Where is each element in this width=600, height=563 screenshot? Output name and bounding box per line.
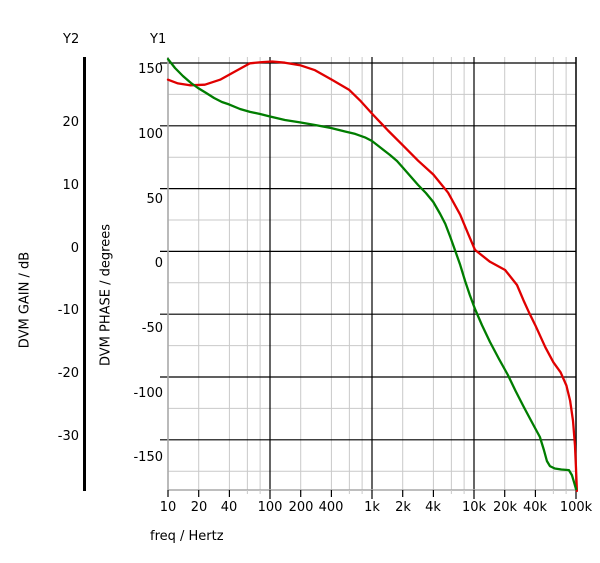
y2-tick-label: 0: [70, 241, 79, 256]
x-tick-label: 40k: [522, 500, 548, 515]
x-tick-label: 10k: [461, 500, 487, 515]
y2-axis-header: Y2: [63, 32, 80, 47]
y1-tick-label: -50: [141, 321, 163, 336]
x-tick-label: 40: [220, 500, 238, 515]
x-tick-label: 200: [288, 500, 314, 515]
x-tick-label: 1k: [364, 500, 380, 515]
phase-curve: [166, 57, 578, 491]
y1-tick-label: 0: [154, 256, 163, 271]
y2-tick-label: -30: [57, 429, 79, 444]
y2-tick-label: 20: [62, 115, 79, 130]
y1-tick-label: 100: [138, 127, 163, 142]
y1-axis-header: Y1: [150, 32, 167, 47]
x-tick-label: 4k: [425, 500, 441, 515]
x-axis-title: freq / Hertz: [150, 529, 224, 544]
x-tick-label: 100: [257, 500, 283, 515]
x-tick-label: 2k: [395, 500, 411, 515]
y2-tick-label: 10: [62, 178, 79, 193]
x-tick-label: 20k: [492, 500, 518, 515]
y1-tick-label: -150: [133, 450, 163, 465]
y2-tick-label: -20: [57, 366, 79, 381]
gain-curve: [166, 60, 579, 493]
y1-tick-label: 150: [138, 62, 163, 77]
y1-tick-label: -100: [133, 386, 163, 401]
y2-tick-label: -10: [57, 303, 79, 318]
x-tick-label: 400: [318, 500, 344, 515]
x-tick-label: 20: [190, 500, 208, 515]
y1-tick-label: 50: [146, 192, 163, 207]
x-tick-label: 10: [159, 500, 177, 515]
x-tick-label: 100k: [559, 500, 593, 515]
